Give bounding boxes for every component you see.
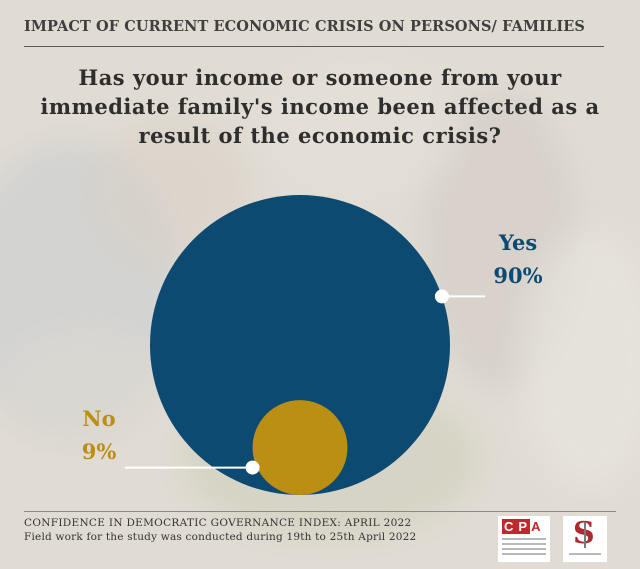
- slice-value-yes: 90%: [493, 263, 542, 288]
- header-divider: [24, 46, 604, 47]
- slice-label-no: No: [82, 406, 115, 431]
- footer-index-title: CONFIDENCE IN DEMOCRATIC GOVERNANCE INDE…: [24, 517, 412, 529]
- leader-dot-no: [245, 460, 260, 475]
- slice-label-yes: Yes: [498, 230, 537, 255]
- question-line-2: immediate family's income been affected …: [40, 94, 600, 119]
- leader-dot-yes: [434, 289, 449, 304]
- question-line-1: Has your income or someone from your: [78, 65, 562, 90]
- slice-no: [252, 400, 348, 495]
- survey-question: Has your income or someone from your imm…: [20, 63, 620, 150]
- slice-yes: [150, 195, 450, 495]
- footer-fieldwork-note: Field work for the study was conducted d…: [24, 531, 417, 543]
- question-line-3: result of the economic crisis?: [138, 123, 502, 148]
- social-scientists-logo: S: [563, 516, 607, 562]
- slice-value-no: 9%: [82, 439, 117, 464]
- footer-divider: [24, 511, 616, 512]
- page-header: IMPACT OF CURRENT ECONOMIC CRISIS ON PER…: [24, 18, 585, 35]
